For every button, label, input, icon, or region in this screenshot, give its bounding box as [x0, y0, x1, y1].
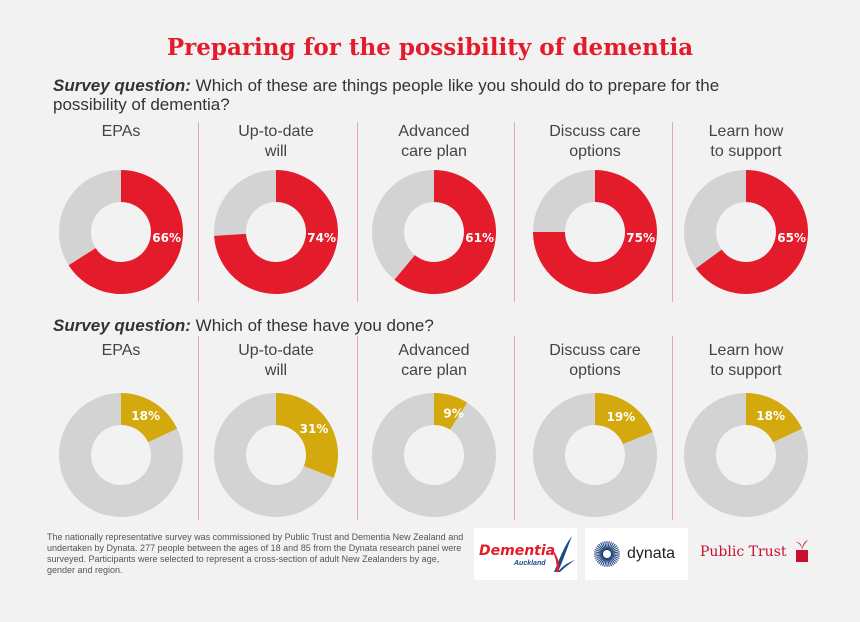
survey-question-label: Survey question: [53, 76, 191, 95]
donut-learn-how-to-support: 65% [684, 170, 808, 294]
category-label-learn-how-to-support: Learn how to support [671, 122, 821, 162]
percentage-label: 75% [626, 231, 655, 245]
column-divider [357, 122, 358, 302]
category-label-line: care plan [401, 143, 467, 160]
category-label-line: EPAs [101, 342, 141, 359]
category-label-line: Discuss care [549, 123, 641, 140]
category-label-discuss-care-options: Discuss care options [520, 341, 670, 381]
dementia-logo-text: Dementia [479, 543, 556, 559]
donut-remainder-slice [58, 393, 183, 517]
donut-value-slice [68, 170, 183, 294]
category-label-advanced-care-plan: Advanced care plan [359, 341, 509, 381]
category-label-epas: EPAs [46, 341, 196, 361]
column-divider [514, 122, 515, 302]
category-label-advanced-care-plan: Advanced care plan [359, 122, 509, 162]
donut-epas: 18% [58, 393, 183, 517]
donut-remainder-slice [214, 170, 276, 236]
donut-value-slice [394, 170, 496, 294]
column-divider [198, 122, 199, 302]
category-label-epas: EPAs [46, 122, 196, 142]
survey-question-text: Which of these are things people like yo… [53, 76, 720, 114]
donut-remainder-slice [533, 170, 595, 232]
donut-advanced-care-plan: 9% [372, 393, 496, 517]
donut-remainder-slice [214, 393, 334, 517]
category-label-line: Advanced [398, 123, 470, 140]
donut-value-slice [434, 393, 468, 430]
category-label-line: Up-to-date [238, 342, 314, 359]
category-label-line: will [264, 362, 288, 379]
dementia-auckland-logo: Dementia Auckland [474, 528, 577, 580]
donut-remainder-slice [684, 170, 746, 269]
sprout-icon [796, 540, 808, 562]
chart-title: Preparing for the possibility of dementi… [166, 34, 694, 61]
category-label-line: Discuss care [549, 342, 641, 359]
public-trust-logo-text: Public Trust [700, 544, 787, 560]
donut-remainder-slice [533, 393, 657, 517]
category-label-line: will [264, 143, 288, 160]
donut-value-slice [214, 170, 338, 294]
donut-discuss-care-options: 19% [533, 393, 657, 517]
column-divider [198, 336, 199, 520]
category-label-line: Advanced [398, 342, 470, 359]
survey-question-1: Survey question: Which of these are thin… [53, 76, 773, 114]
category-label-learn-how-to-support: Learn how to support [671, 341, 821, 381]
survey-question-2: Survey question: Which of these have you… [53, 316, 773, 335]
column-divider [514, 336, 515, 520]
category-label-line: Up-to-date [238, 123, 314, 140]
dynata-logo-text: dynata [627, 545, 676, 562]
category-label-line: options [569, 143, 621, 160]
category-label-up-to-date-will: Up-to-date will [201, 122, 351, 162]
survey-question-label: Survey question: [53, 316, 191, 335]
column-divider [357, 336, 358, 520]
donut-learn-how-to-support: 18% [684, 393, 808, 517]
percentage-label: 61% [465, 231, 494, 245]
percentage-label: 18% [131, 409, 160, 423]
category-label-discuss-care-options: Discuss care options [520, 122, 670, 162]
survey-question-text: Which of these have you done? [190, 316, 434, 335]
donut-advanced-care-plan: 61% [372, 170, 496, 294]
percentage-label: 9% [443, 406, 463, 420]
percentage-label: 65% [777, 231, 806, 245]
leaf-icon [551, 536, 575, 572]
footnote: The nationally representative survey was… [47, 532, 464, 575]
category-label-line: EPAs [101, 123, 141, 140]
donut-value-slice [121, 393, 178, 443]
donut-value-slice [746, 393, 803, 443]
donut-up-to-date-will: 31% [214, 393, 338, 517]
category-label-line: to support [710, 362, 782, 379]
percentage-label: 18% [756, 409, 785, 423]
dynata-burst-icon [594, 541, 620, 567]
dementia-logo-subtext: Auckland [514, 560, 546, 567]
percentage-label: 74% [307, 231, 336, 245]
category-label-line: Learn how [708, 123, 784, 140]
donut-value-slice [533, 170, 657, 294]
category-label-line: to support [710, 143, 782, 160]
category-label-line: Learn how [708, 342, 784, 359]
public-trust-logo: Public Trust [696, 528, 814, 580]
donut-remainder-slice [372, 393, 496, 517]
dynata-logo: dynata [585, 528, 688, 580]
donut-value-slice [595, 393, 653, 444]
donut-discuss-care-options: 75% [533, 170, 657, 294]
donut-epas: 66% [59, 170, 183, 294]
category-label-up-to-date-will: Up-to-date will [201, 341, 351, 381]
column-divider [672, 336, 673, 520]
donut-remainder-slice [59, 170, 121, 266]
column-divider [672, 122, 673, 302]
donut-value-slice [276, 393, 338, 478]
donut-up-to-date-will: 74% [214, 170, 338, 294]
donut-remainder-slice [684, 393, 808, 517]
donut-remainder-slice [372, 170, 434, 280]
category-label-line: options [569, 362, 621, 379]
category-label-line: care plan [401, 362, 467, 379]
percentage-label: 31% [300, 422, 329, 436]
percentage-label: 19% [606, 410, 635, 424]
donut-value-slice [695, 170, 808, 294]
percentage-label: 66% [152, 231, 181, 245]
